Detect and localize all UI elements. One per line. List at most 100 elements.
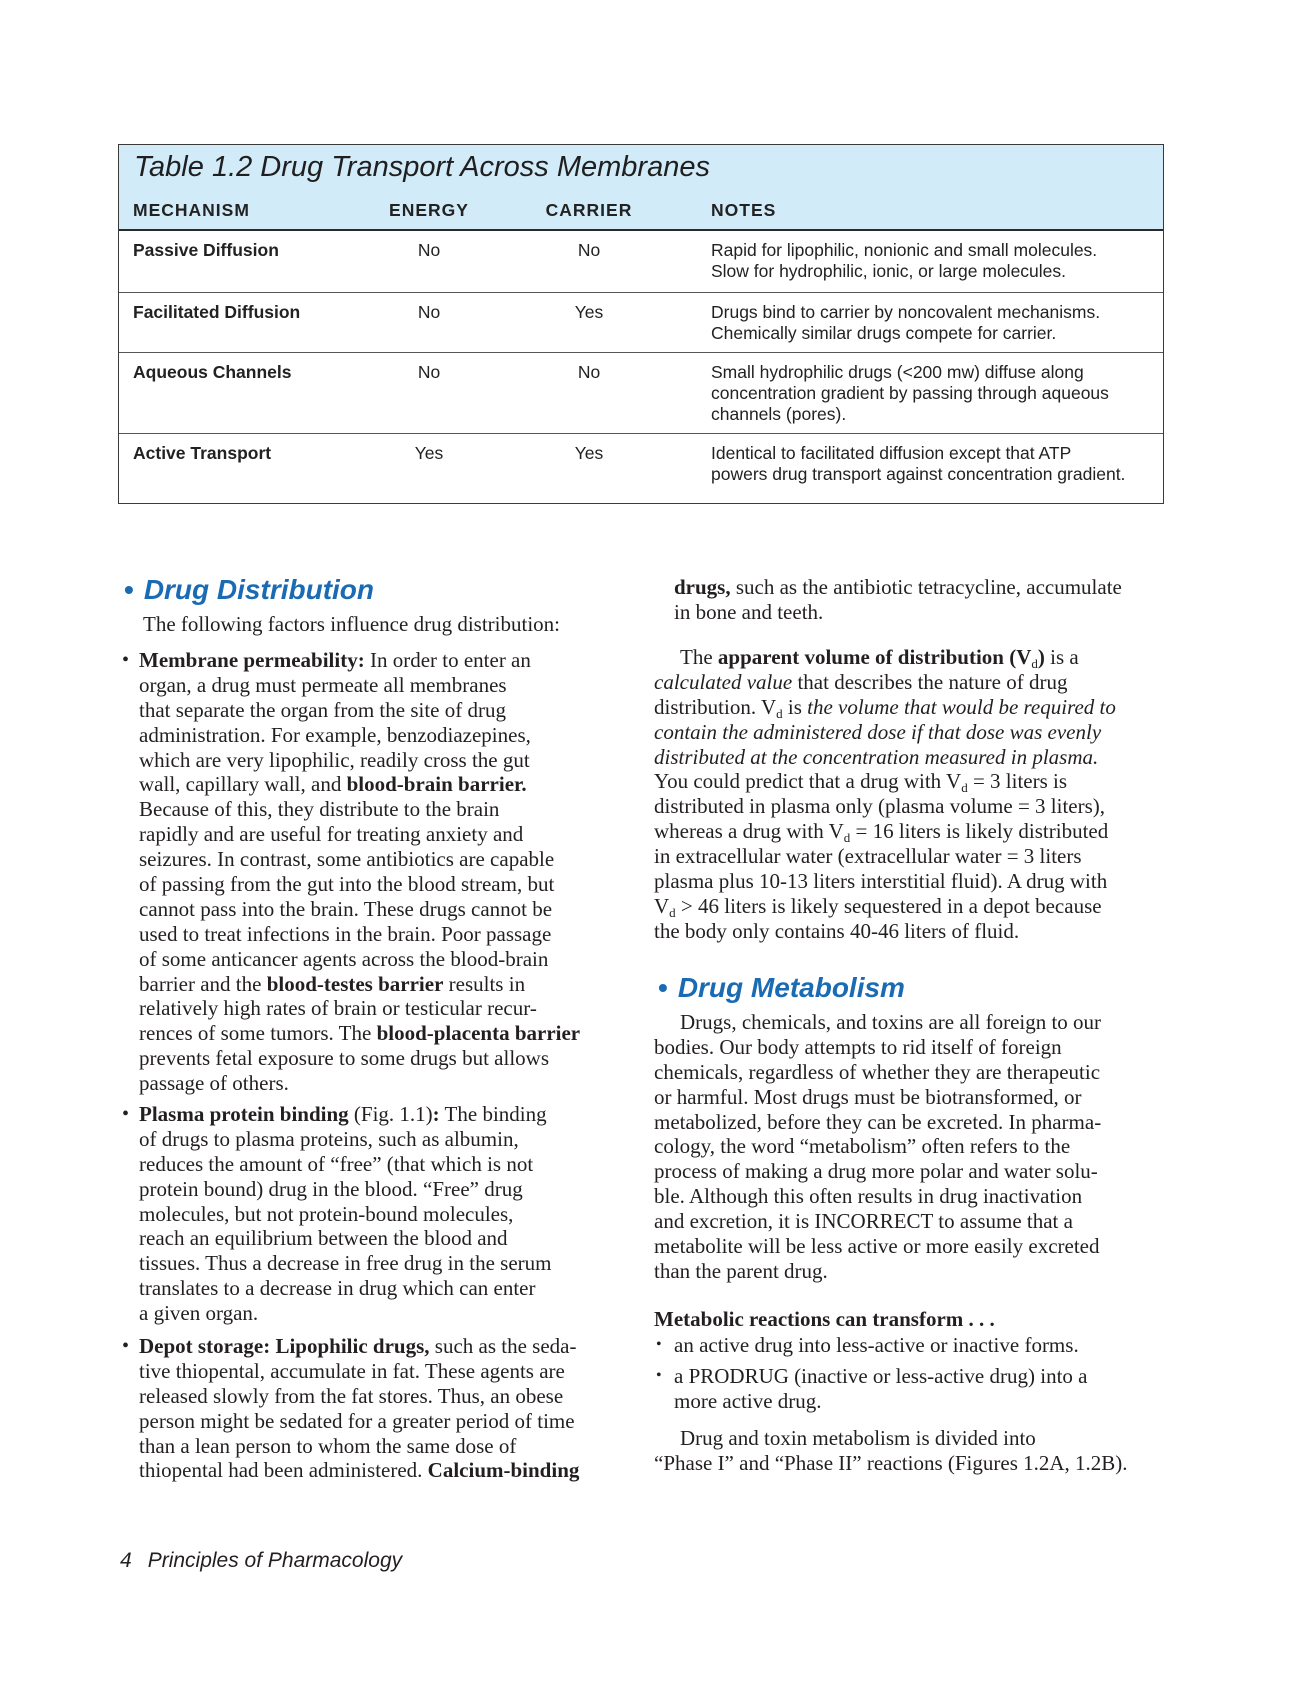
- energy-cell: Yes: [414, 443, 444, 463]
- text-line: Drugs, chemicals, and toxins are all for…: [654, 1010, 1101, 1035]
- text-segment: apparent volume of distribution (V: [717, 645, 1032, 669]
- energy-cell: No: [417, 362, 441, 382]
- text-line: process of making a drug more polar and …: [654, 1159, 1101, 1184]
- phases-paragraph: Drug and toxin metabolism is divided int…: [654, 1426, 1128, 1476]
- column-header-carrier: CARRIER: [545, 200, 633, 220]
- text-segment: :: [432, 1102, 440, 1126]
- text-line: You could predict that a drug with Vd = …: [654, 769, 1116, 794]
- text-segment: of drugs to plasma proteins, such as alb…: [139, 1126, 519, 1151]
- text-segment: released slowly from the fat stores. Thu…: [139, 1383, 564, 1408]
- book-title: Principles of Pharmacology: [147, 1549, 403, 1572]
- notes-cell: Identical to facilitated diffusion excep…: [711, 443, 1125, 485]
- carrier-cell: No: [577, 240, 601, 260]
- text-line: reduces the amount of “free” (that which…: [139, 1152, 551, 1177]
- text-segment: person might be sedated for a greater pe…: [139, 1408, 575, 1433]
- text-segment: distribution. V: [654, 694, 777, 719]
- bullet-icon: •: [122, 649, 130, 671]
- text-segment: process of making a drug more polar and …: [654, 1159, 1098, 1184]
- membrane-permeability-item: Membrane permeability: In order to enter…: [139, 648, 580, 1096]
- text-line: contain the administered dose if that do…: [654, 720, 1116, 745]
- text-line: plasma plus 10-13 liters interstitial fl…: [654, 869, 1116, 894]
- notes-cell: Rapid for lipophilic, nonionic and small…: [711, 240, 1097, 282]
- text-segment: Depot storage: Lipophilic drugs,: [139, 1334, 430, 1358]
- notes-cell: Drugs bind to carrier by noncovalent mec…: [711, 302, 1100, 344]
- text-segment: rapidly and are useful for treating anxi…: [139, 822, 524, 847]
- text-segment: ble. Although this often results in drug…: [654, 1184, 1083, 1209]
- text-segment: passage of others.: [139, 1071, 289, 1096]
- text-segment: the body only contains 40-46 liters of f…: [654, 918, 1020, 943]
- text-segment: ): [1037, 645, 1045, 669]
- text-segment: of passing from the gut into the blood s…: [139, 872, 555, 897]
- volume-of-distribution-paragraph: The apparent volume of distribution (Vd)…: [654, 645, 1116, 944]
- energy-cell: No: [417, 302, 441, 322]
- plasma-protein-binding-item: Plasma protein binding (Fig. 1.1): The b…: [139, 1102, 551, 1326]
- intro-paragraph: The following factors influence drug dis…: [143, 612, 560, 637]
- text-line: than the parent drug.: [654, 1259, 1101, 1284]
- text-segment: You could predict that a drug with V: [654, 769, 962, 794]
- text-line: of passing from the gut into the blood s…: [139, 872, 580, 897]
- text-segment: the volume that would be required to: [807, 694, 1116, 719]
- text-line: rapidly and are useful for treating anxi…: [139, 822, 580, 847]
- table-row: Facilitated Diffusion No Yes Drugs bind to …: [119, 292, 1163, 353]
- text-line: translates to a decrease in drug which c…: [139, 1276, 551, 1301]
- column-header-energy: ENERGY: [389, 200, 469, 220]
- text-segment: that separate the organ from the site of…: [139, 697, 506, 722]
- heading-text: Drug Metabolism: [677, 972, 905, 1003]
- text-segment: administration. For example, benzodiazep…: [139, 722, 531, 747]
- text-line: rences of some tumors. The blood-placent…: [139, 1021, 580, 1046]
- text-line: thiopental had been administered. Calciu…: [139, 1458, 579, 1483]
- text-line: the body only contains 40-46 liters of f…: [654, 919, 1116, 944]
- text-line: passage of others.: [139, 1071, 580, 1096]
- mechanism-cell: Active Transport: [133, 443, 272, 463]
- text-line: ble. Although this often results in drug…: [654, 1184, 1101, 1209]
- carrier-cell: No: [577, 362, 601, 382]
- text-segment: thiopental had been administered.: [139, 1458, 428, 1483]
- notes-cell: Small hydrophilic drugs (<200 mw) diffus…: [711, 362, 1109, 425]
- text-line: relatively high rates of brain or testic…: [139, 996, 580, 1021]
- text-line: cannot pass into the brain. These drugs …: [139, 897, 580, 922]
- text-line: protein bound) drug in the blood. “Free”…: [139, 1177, 551, 1202]
- page-number: 4: [120, 1549, 132, 1572]
- reaction-item: a PRODRUG (inactive or less-active drug)…: [674, 1364, 1087, 1414]
- subscript: d: [961, 780, 968, 796]
- bullet-icon: •: [658, 972, 668, 1003]
- text-line: or harmful. Most drugs must be biotransf…: [654, 1085, 1101, 1110]
- text-segment: contain the administered dose if that do…: [654, 719, 1102, 744]
- text-segment: distributed at the concentration measure…: [654, 744, 1099, 769]
- bullet-icon: •: [656, 1367, 662, 1384]
- text-segment: chemicals, regardless of whether they ar…: [654, 1059, 1101, 1084]
- bullet-icon: •: [124, 574, 134, 605]
- text-segment: a given organ.: [139, 1301, 259, 1326]
- text-line: seizures. In contrast, some antibiotics …: [139, 847, 580, 872]
- text-segment: drugs,: [674, 575, 731, 599]
- table-row: Passive Diffusion No No Rapid for lipophili…: [119, 230, 1163, 293]
- text-segment: Calcium-binding: [427, 1458, 580, 1483]
- text-segment: In order to enter an: [364, 648, 531, 672]
- text-segment: rences of some tumors. The: [139, 1021, 377, 1046]
- text-segment: Because of this, they distribute to the …: [139, 797, 500, 822]
- text-segment: tive thiopental, accumulate in fat. Thes…: [139, 1358, 565, 1383]
- text-segment: a PRODRUG (inactive or less-active drug)…: [674, 1364, 1088, 1388]
- text-line: metabolized, before they can be excreted…: [654, 1110, 1101, 1135]
- text-line: that separate the organ from the site of…: [139, 698, 580, 723]
- text-segment: = 16 liters is likely distributed: [850, 819, 1109, 844]
- text-segment: The following factors influence drug dis…: [143, 612, 560, 636]
- text-line: prevents fetal exposure to some drugs bu…: [139, 1046, 580, 1071]
- text-segment: distributed in plasma only (plasma volum…: [654, 794, 1106, 819]
- text-segment: cannot pass into the brain. These drugs …: [139, 896, 553, 921]
- notes-line: Slow for hydrophilic, ionic, or large mo…: [711, 261, 1067, 281]
- subscript: d: [1031, 656, 1038, 671]
- text-segment: Plasma protein binding: [139, 1102, 349, 1126]
- text-line: in bone and teeth.: [654, 600, 1122, 625]
- text-line: Depot storage: Lipophilic drugs, such as…: [139, 1334, 579, 1359]
- carrier-cell: Yes: [574, 302, 604, 322]
- text-line: released slowly from the fat stores. Thu…: [139, 1384, 579, 1409]
- section-heading-drug-distribution: • Drug Distribution: [124, 573, 374, 607]
- page-footer: 4 Principles of Pharmacology: [120, 1548, 402, 1573]
- text-line: barrier and the blood-testes barrier res…: [139, 972, 580, 997]
- text-segment: in bone and teeth.: [674, 599, 824, 624]
- text-segment: (Fig. 1.1): [348, 1102, 433, 1126]
- subscript: d: [843, 830, 851, 846]
- mechanism-cell: Facilitated Diffusion: [133, 302, 301, 322]
- text-segment: relatively high rates of brain or testic…: [139, 996, 537, 1021]
